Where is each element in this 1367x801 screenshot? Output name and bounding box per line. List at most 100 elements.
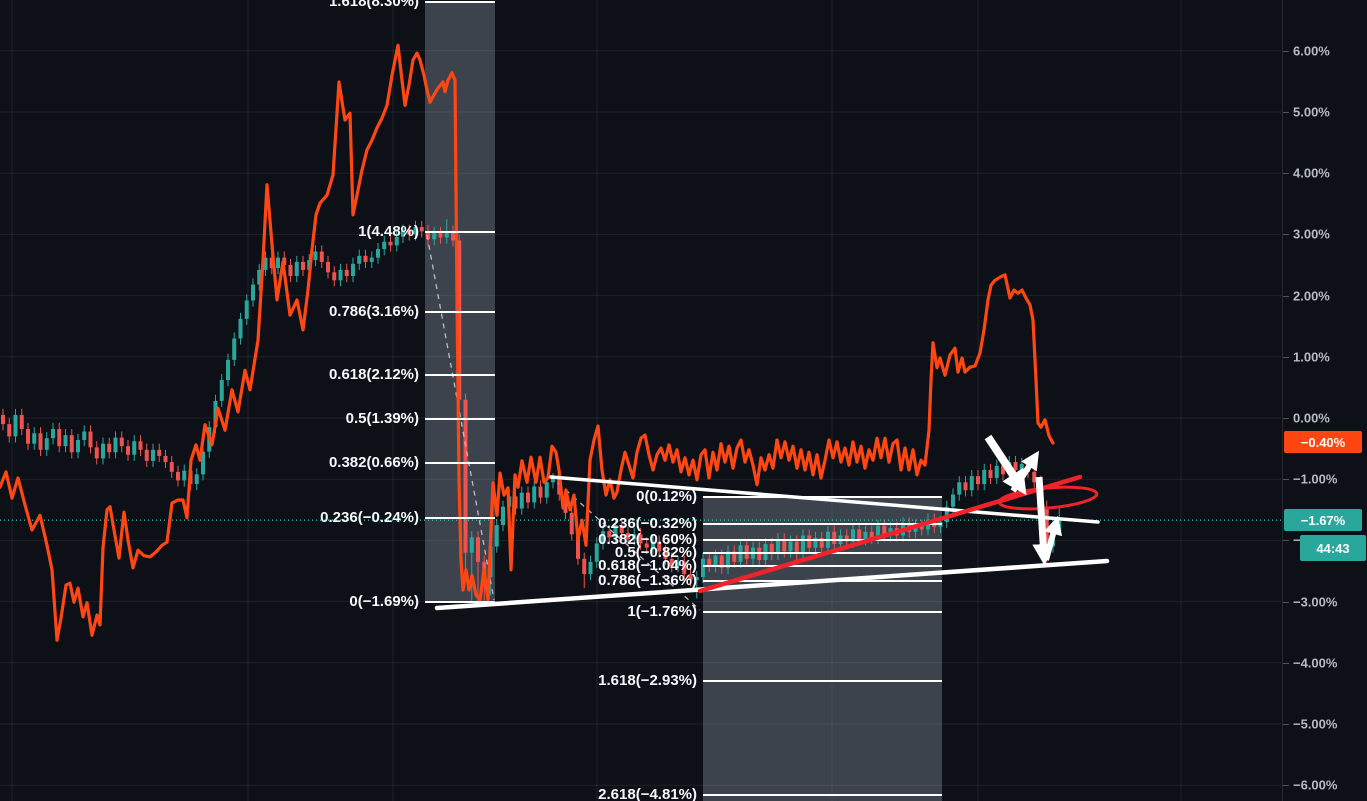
fib-level-label: 0.382(−0.60%) [598, 531, 697, 548]
axis-tick-mark [1283, 418, 1289, 419]
fib-lower: 0(0.12%) 0.236(−0.32%)0.382(−0.60%)0.5(−0… [598, 488, 942, 801]
candle [413, 220, 418, 241]
candle [688, 567, 693, 587]
price-axis[interactable]: 6.00% 5.00% 4.00% 3.00% 2.00% 1.00% 0.00% −1.00… [1282, 0, 1367, 801]
arrow-annotation [1010, 450, 1040, 493]
axis-tick-label: −3.00% [1293, 594, 1338, 610]
fib-dashed-trendline [557, 482, 701, 611]
candle [626, 526, 630, 546]
red-support-trendline [697, 474, 1083, 594]
fib-level-label: 2.618(−4.81%) [598, 786, 697, 801]
candle [19, 408, 24, 436]
axis-tick-mark [1283, 112, 1289, 113]
candle [1057, 506, 1062, 536]
candle [163, 449, 168, 469]
axis-tick-mark [1283, 173, 1289, 175]
candle [244, 294, 249, 325]
price-chart-canvas[interactable]: 1.618(8.30%) 1(4.48%) 0.786(3.16%) 0.618(2.… [0, 0, 1283, 801]
candle [976, 470, 980, 491]
candle [201, 445, 205, 481]
compare-last-price-label: −0.40% [1300, 434, 1346, 450]
fib-dashed-trendline [426, 234, 495, 601]
fib-level-label: 0(0.12%) [636, 488, 697, 505]
axis-tick-label: 4.00% [1293, 165, 1330, 181]
candle [176, 465, 180, 487]
fib-level-label: 0.5(−0.82%) [615, 544, 697, 561]
candle [357, 249, 362, 270]
candle [419, 220, 424, 238]
candle [426, 225, 430, 246]
axis-tick-label: 3.00% [1293, 226, 1330, 242]
candle [982, 463, 987, 491]
candle [113, 431, 118, 459]
candle [44, 432, 49, 456]
bar-countdown-label: 44:43 [1316, 540, 1350, 556]
candle [63, 429, 68, 453]
candle [538, 480, 543, 504]
candle [319, 245, 324, 269]
candle [313, 245, 318, 267]
candle [963, 476, 968, 497]
candle [351, 257, 355, 283]
candle [257, 263, 262, 291]
axis-tick-label: 0.00% [1293, 410, 1330, 426]
axis-tick-mark [1283, 50, 1289, 52]
fib-level-label: 0.618(2.12%) [329, 366, 419, 383]
candle [294, 255, 299, 283]
candle [957, 476, 962, 501]
candle [438, 227, 443, 244]
fib-level-label: 0.5(1.39%) [346, 410, 419, 427]
candle [632, 528, 637, 546]
candle [157, 443, 162, 463]
candle [913, 519, 918, 538]
candle [51, 422, 55, 445]
arrow-annotation [984, 434, 1027, 496]
compare-symbol-line [0, 43, 1055, 642]
candle [651, 535, 655, 554]
candle [519, 486, 524, 515]
candle [238, 312, 243, 345]
axis-tick-mark [1283, 540, 1289, 542]
fib-level-label: 0.382(0.66%) [329, 454, 419, 471]
candle [807, 529, 812, 554]
candle [7, 418, 12, 443]
candle [26, 422, 30, 450]
fib-level-label: 1.618(−2.93%) [598, 672, 697, 689]
candle [494, 518, 499, 553]
axis-tick-mark [1283, 295, 1289, 297]
candle [432, 227, 437, 246]
grid-layer [0, 0, 1283, 801]
axis-tick-label: 5.00% [1293, 104, 1330, 120]
candle [88, 425, 93, 454]
fib-level-label: 1(−1.76%) [627, 603, 697, 620]
red-ellipse-annotation [997, 485, 1099, 511]
axis-tick-mark [1283, 662, 1289, 664]
candle [276, 251, 280, 275]
candle [251, 278, 255, 307]
candle [944, 500, 949, 529]
fib-level-label: 0(−1.69%) [349, 593, 419, 610]
wedge-upper-trendline [549, 475, 1100, 524]
candle [682, 555, 687, 581]
candle [407, 224, 412, 241]
candle [732, 545, 737, 568]
candle [382, 235, 387, 256]
candle [288, 258, 293, 283]
candle [338, 263, 343, 287]
candle [326, 255, 330, 279]
candle [613, 518, 618, 544]
candle [94, 441, 99, 465]
candle [501, 500, 505, 532]
candle [376, 242, 380, 264]
candle [363, 249, 368, 269]
dashed-trendlines-layer [426, 234, 701, 611]
arrows-layer [984, 434, 1063, 566]
candle [132, 435, 137, 461]
candle [451, 225, 455, 247]
candle [144, 443, 149, 467]
fib-retracements-layer: 1.618(8.30%) 1(4.48%) 0.786(3.16%) 0.618(2.… [320, 0, 942, 801]
candle [232, 332, 237, 366]
candle [169, 455, 174, 478]
axis-tick-mark [1283, 724, 1289, 725]
candle [663, 545, 668, 565]
